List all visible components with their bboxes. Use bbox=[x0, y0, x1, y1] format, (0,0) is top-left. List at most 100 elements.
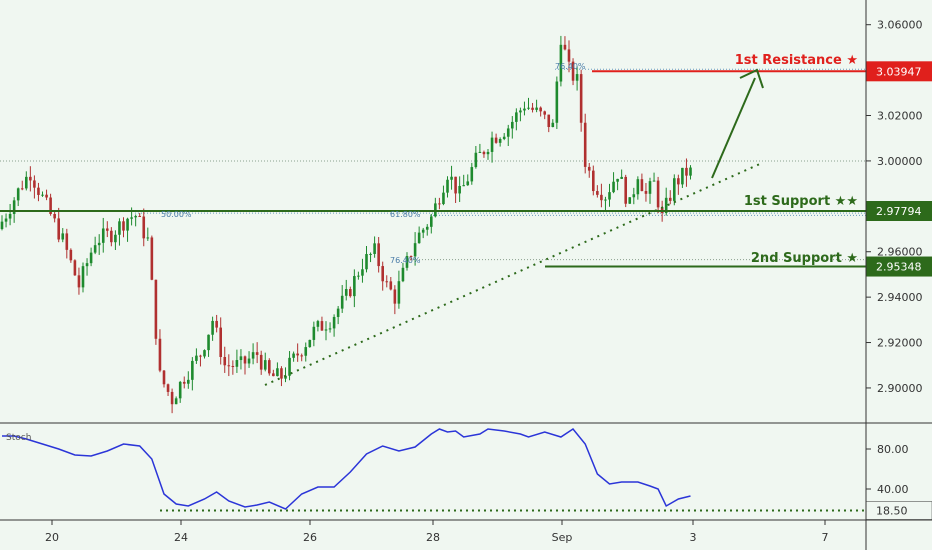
candle-body bbox=[276, 368, 279, 377]
candle-body bbox=[644, 191, 648, 194]
candle-body bbox=[506, 128, 510, 137]
price-tick-label: 2.94000 bbox=[877, 291, 923, 304]
candle-body bbox=[45, 194, 48, 198]
candle-body bbox=[535, 107, 538, 110]
price-level-lines bbox=[0, 68, 866, 261]
time-tick-label: 28 bbox=[426, 531, 440, 544]
candle-body bbox=[547, 114, 551, 128]
support-2-label: 2nd Support ★ bbox=[751, 251, 858, 266]
candle-body bbox=[263, 360, 267, 370]
candle-body bbox=[389, 281, 393, 290]
candle-body bbox=[515, 112, 518, 122]
candle-body bbox=[227, 365, 231, 367]
candle-body bbox=[272, 373, 275, 377]
candle-body bbox=[648, 181, 652, 194]
price-tick-label: 3.02000 bbox=[877, 110, 923, 123]
candle-body bbox=[474, 152, 478, 168]
candle-body bbox=[462, 185, 465, 187]
time-tick-label: 24 bbox=[174, 531, 188, 544]
candle-body bbox=[636, 179, 640, 195]
candle-body bbox=[442, 192, 445, 205]
time-tick-label: Sep bbox=[552, 531, 573, 544]
candle-body bbox=[73, 260, 77, 276]
candle-body bbox=[8, 213, 12, 219]
candle-body bbox=[158, 338, 162, 371]
candle-body bbox=[300, 355, 303, 357]
candle-body bbox=[142, 216, 146, 239]
candle-body bbox=[292, 353, 295, 358]
price-tick-label: 2.96000 bbox=[877, 246, 923, 259]
candle-body bbox=[393, 289, 397, 304]
candle-body bbox=[320, 321, 324, 331]
candle-body bbox=[231, 365, 235, 367]
candle-body bbox=[316, 321, 320, 327]
candle-body bbox=[296, 353, 299, 356]
candle-body bbox=[640, 179, 644, 192]
candle-body bbox=[130, 217, 133, 219]
candle-body bbox=[413, 243, 417, 257]
candles bbox=[0, 35, 692, 414]
candle-body bbox=[170, 391, 174, 405]
candle-body bbox=[567, 49, 571, 62]
resistance-1-price-label: 3.03947 bbox=[876, 65, 922, 78]
candle-body bbox=[178, 381, 182, 399]
candle-body bbox=[579, 74, 583, 123]
candle-body bbox=[332, 316, 336, 329]
candle-body bbox=[353, 276, 356, 297]
candle-body bbox=[523, 108, 526, 111]
candle-body bbox=[61, 233, 65, 240]
candle-body bbox=[146, 237, 150, 239]
chart-overlays: 76.40% 50.00% 61.80% 76.40% bbox=[0, 62, 866, 386]
candle-body bbox=[114, 234, 117, 243]
candle-body bbox=[531, 107, 534, 110]
candle-body bbox=[361, 269, 364, 276]
stochastic-tick-label: 40.00 bbox=[877, 483, 909, 496]
candle-body bbox=[182, 381, 186, 384]
candle-body bbox=[417, 232, 421, 244]
candle-body bbox=[344, 289, 348, 296]
candle-body bbox=[555, 81, 559, 123]
candle-body bbox=[29, 176, 32, 181]
candle-body bbox=[563, 44, 567, 50]
candle-body bbox=[97, 242, 101, 246]
candle-body bbox=[81, 266, 85, 288]
candle-body bbox=[571, 61, 575, 81]
candle-body bbox=[357, 275, 360, 277]
candle-body bbox=[600, 194, 603, 201]
time-axis: 20 24 26 28 Sep 3 7 bbox=[45, 520, 829, 544]
candle-body bbox=[397, 281, 401, 304]
candle-body bbox=[652, 180, 656, 182]
candle-body bbox=[478, 151, 482, 153]
candle-body bbox=[685, 167, 688, 176]
candle-body bbox=[77, 275, 81, 288]
fib-label: 76.40% bbox=[390, 256, 421, 265]
candle-body bbox=[280, 368, 283, 379]
candle-body bbox=[0, 221, 4, 230]
candle-body bbox=[689, 167, 692, 176]
fib-label: 50.00% bbox=[161, 210, 192, 219]
candle-body bbox=[340, 295, 344, 309]
candle-body bbox=[288, 357, 291, 376]
candle-body bbox=[592, 170, 595, 192]
candle-body bbox=[458, 185, 461, 194]
stochastic-axis: 80.00 40.00 18.50 bbox=[865, 443, 932, 520]
candle-body bbox=[106, 228, 109, 231]
fib-label: 76.40% bbox=[555, 62, 586, 71]
stochastic-title: Stoch bbox=[6, 433, 31, 443]
target-arrow-head bbox=[739, 68, 764, 89]
candle-body bbox=[519, 110, 522, 113]
candle-body bbox=[612, 181, 615, 193]
support-1-price-tag bbox=[866, 201, 932, 222]
candle-body bbox=[511, 121, 514, 129]
candle-body bbox=[126, 218, 129, 231]
candle-body bbox=[559, 44, 563, 82]
support-1-price-label: 2.97794 bbox=[876, 205, 922, 218]
candle-body bbox=[138, 215, 141, 217]
candle-body bbox=[215, 320, 218, 328]
candle-body bbox=[616, 178, 619, 182]
candle-body bbox=[166, 384, 170, 392]
candle-body bbox=[632, 194, 636, 198]
candle-body bbox=[223, 357, 227, 366]
